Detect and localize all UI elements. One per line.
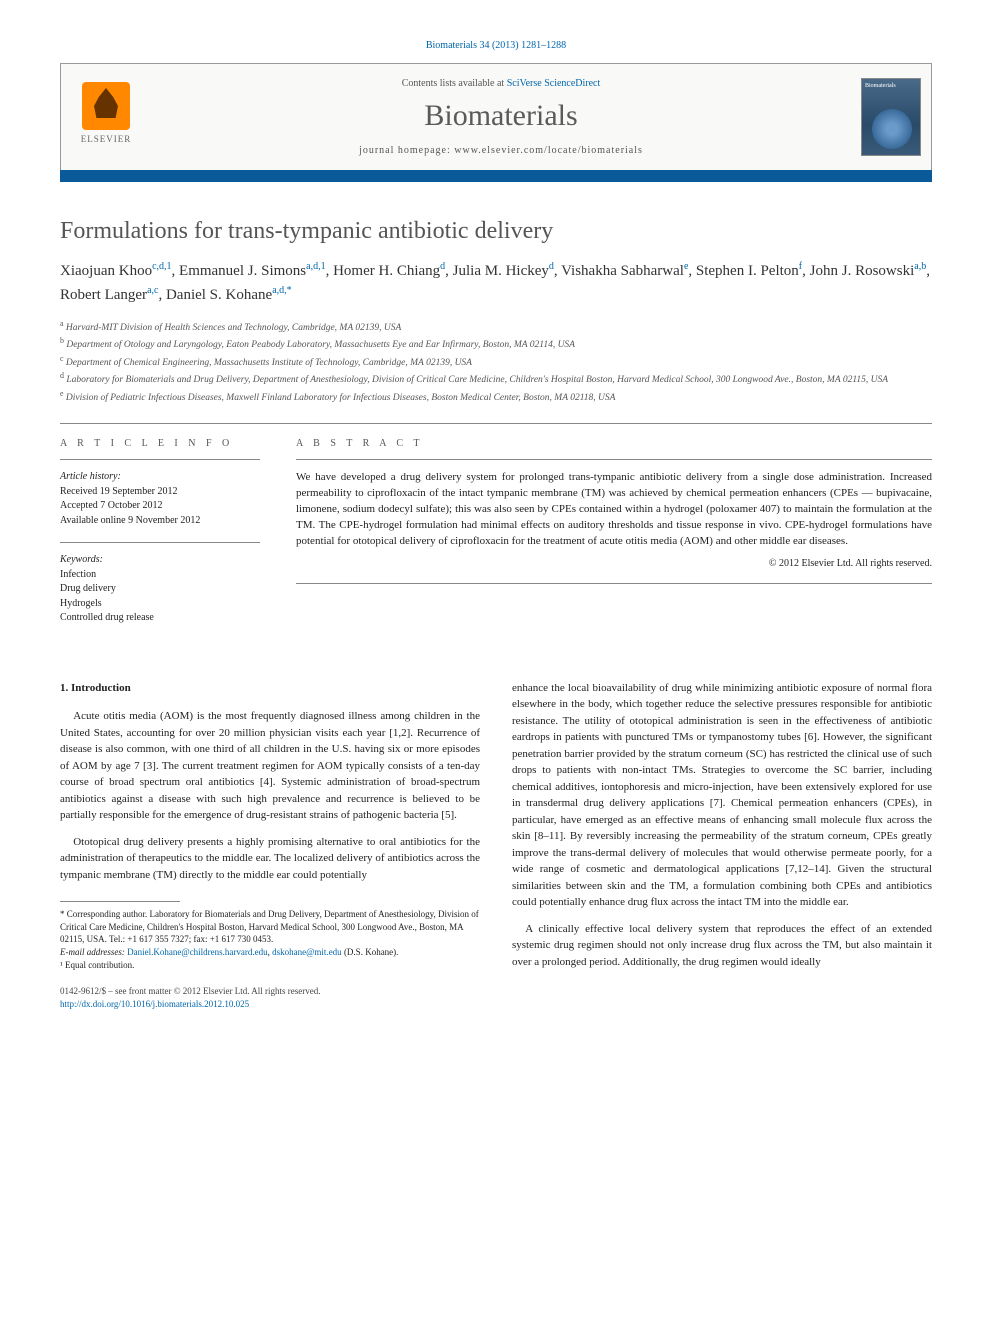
body-paragraph: enhance the local bioavailability of dru…	[512, 680, 932, 911]
author: Robert Langer	[60, 287, 147, 303]
affiliation-text: Department of Otology and Laryngology, E…	[66, 341, 575, 351]
affiliation: c Department of Chemical Engineering, Ma…	[60, 353, 932, 370]
citation-line: Biomaterials 34 (2013) 1281–1288	[60, 40, 932, 51]
author: Daniel S. Kohane	[166, 287, 272, 303]
email-link[interactable]: Daniel.Kohane@childrens.harvard.edu	[127, 947, 267, 957]
keyword: Hydrogels	[60, 597, 260, 612]
sciencedirect-link[interactable]: SciVerse ScienceDirect	[507, 78, 601, 89]
author: Homer H. Chiang	[333, 263, 440, 279]
email-link[interactable]: dskohane@mit.edu	[272, 947, 342, 957]
keyword: Drug delivery	[60, 582, 260, 597]
journal-cover-area	[851, 64, 931, 170]
abstract-column: A B S T R A C T We have developed a drug…	[296, 438, 932, 640]
affiliations: a Harvard-MIT Division of Health Science…	[60, 318, 932, 405]
elsevier-logo[interactable]: ELSEVIER	[76, 82, 136, 152]
contents-prefix: Contents lists available at	[402, 78, 507, 89]
affiliation-sup: a	[60, 319, 64, 328]
body-paragraph: Acute otitis media (AOM) is the most fre…	[60, 708, 480, 824]
issn-line: 0142-9612/$ – see front matter © 2012 El…	[60, 985, 480, 998]
author-sup: d	[549, 261, 554, 272]
header-center: Contents lists available at SciVerse Sci…	[151, 64, 851, 170]
email-suffix: (D.S. Kohane).	[342, 947, 399, 957]
affiliation-text: Laboratory for Biomaterials and Drug Del…	[66, 376, 888, 386]
info-abstract-row: A R T I C L E I N F O Article history: R…	[60, 438, 932, 640]
author-sup: a,d,*	[272, 285, 291, 296]
affiliation-text: Department of Chemical Engineering, Mass…	[66, 358, 472, 368]
received-date: Received 19 September 2012	[60, 485, 260, 500]
elsevier-tree-icon	[82, 82, 130, 130]
homepage-url[interactable]: www.elsevier.com/locate/biomaterials	[454, 145, 643, 156]
accepted-date: Accepted 7 October 2012	[60, 499, 260, 514]
affiliation-sup: c	[60, 354, 64, 363]
affiliation-text: Division of Pediatric Infectious Disease…	[66, 393, 616, 403]
journal-header: ELSEVIER Contents lists available at Sci…	[60, 63, 932, 171]
footnotes: * Corresponding author. Laboratory for B…	[60, 908, 480, 971]
history-label: Article history:	[60, 470, 260, 485]
author: Emmanuel J. Simons	[179, 263, 306, 279]
affiliation: b Department of Otology and Laryngology,…	[60, 335, 932, 352]
corresponding-author-note: * Corresponding author. Laboratory for B…	[60, 908, 480, 946]
affiliation-text: Harvard-MIT Division of Health Sciences …	[66, 323, 401, 333]
author-sup: c,d,1	[152, 261, 171, 272]
author: Vishakha Sabharwal	[561, 263, 684, 279]
author-sup: a,d,1	[306, 261, 325, 272]
info-divider	[296, 583, 932, 584]
equal-contribution-note: ¹ Equal contribution.	[60, 959, 480, 972]
author: John J. Rosowski	[810, 263, 915, 279]
affiliation: d Laboratory for Biomaterials and Drug D…	[60, 370, 932, 387]
email-line: E-mail addresses: Daniel.Kohane@children…	[60, 946, 480, 959]
email-label: E-mail addresses:	[60, 947, 127, 957]
article-history: Article history: Received 19 September 2…	[60, 470, 260, 528]
accent-bar	[60, 170, 932, 182]
homepage-prefix: journal homepage:	[359, 145, 454, 156]
body-columns: 1. Introduction Acute otitis media (AOM)…	[60, 680, 932, 1012]
keywords-label: Keywords:	[60, 553, 260, 568]
doi-link[interactable]: http://dx.doi.org/10.1016/j.biomaterials…	[60, 999, 249, 1009]
body-paragraph: A clinically effective local delivery sy…	[512, 921, 932, 971]
body-column-left: 1. Introduction Acute otitis media (AOM)…	[60, 680, 480, 1012]
publisher-label: ELSEVIER	[81, 134, 132, 144]
abstract-heading: A B S T R A C T	[296, 438, 932, 449]
author-sup: e	[684, 261, 688, 272]
author: Xiaojuan Khoo	[60, 263, 152, 279]
online-date: Available online 9 November 2012	[60, 514, 260, 529]
section-heading: 1. Introduction	[60, 680, 480, 697]
keyword: Infection	[60, 568, 260, 583]
affiliation-sup: d	[60, 371, 64, 380]
author: Stephen I. Pelton	[696, 263, 799, 279]
body-column-right: enhance the local bioavailability of dru…	[512, 680, 932, 1012]
affiliation: e Division of Pediatric Infectious Disea…	[60, 388, 932, 405]
affiliation-sup: e	[60, 389, 64, 398]
page: Biomaterials 34 (2013) 1281–1288 ELSEVIE…	[0, 0, 992, 1051]
author-sup: d	[440, 261, 445, 272]
affiliation-sup: b	[60, 336, 64, 345]
body-paragraph: Ototopical drug delivery presents a high…	[60, 834, 480, 884]
author-sup: a,c	[147, 285, 158, 296]
contents-line: Contents lists available at SciVerse Sci…	[161, 78, 841, 89]
affiliation: a Harvard-MIT Division of Health Science…	[60, 318, 932, 335]
author-list: Xiaojuan Khooc,d,1, Emmanuel J. Simonsa,…	[60, 259, 932, 306]
abstract-text: We have developed a drug delivery system…	[296, 470, 932, 550]
keywords-block: Keywords: Infection Drug delivery Hydrog…	[60, 553, 260, 626]
journal-name: Biomaterials	[161, 99, 841, 133]
author-sup: a,b	[914, 261, 926, 272]
article-info-heading: A R T I C L E I N F O	[60, 438, 260, 449]
info-divider	[60, 459, 260, 460]
author-sup: f	[799, 261, 802, 272]
footer: 0142-9612/$ – see front matter © 2012 El…	[60, 985, 480, 1011]
divider	[60, 423, 932, 424]
info-divider	[296, 459, 932, 460]
footnote-divider	[60, 901, 180, 902]
author: Julia M. Hickey	[453, 263, 549, 279]
publisher-logo-area: ELSEVIER	[61, 64, 151, 170]
article-info-column: A R T I C L E I N F O Article history: R…	[60, 438, 260, 640]
journal-cover-thumbnail[interactable]	[861, 78, 921, 156]
copyright-line: © 2012 Elsevier Ltd. All rights reserved…	[296, 558, 932, 569]
homepage-line: journal homepage: www.elsevier.com/locat…	[161, 145, 841, 156]
info-divider	[60, 542, 260, 543]
keyword: Controlled drug release	[60, 611, 260, 626]
article-title: Formulations for trans-tympanic antibiot…	[60, 218, 932, 245]
